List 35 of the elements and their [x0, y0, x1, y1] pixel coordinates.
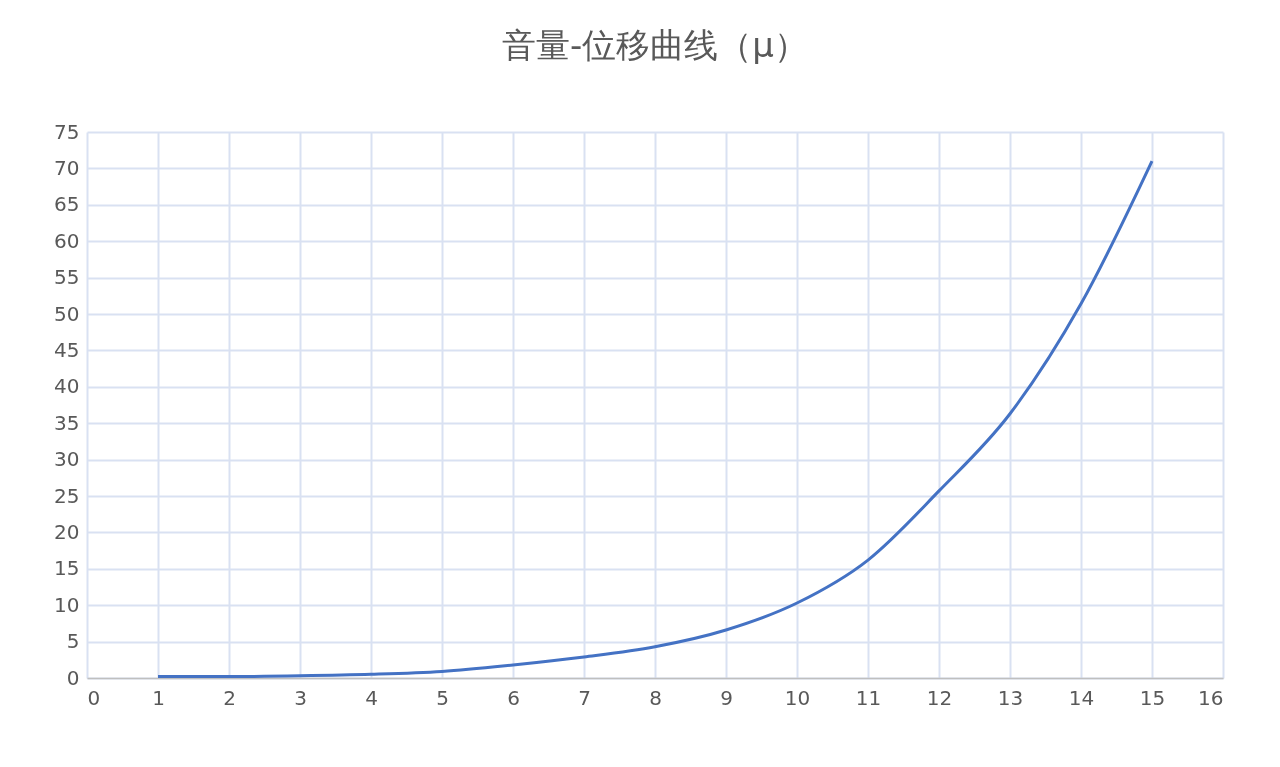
- x-tick-label: 2: [223, 685, 236, 710]
- x-tick-label: 6: [507, 685, 520, 710]
- y-tick-label: 20: [54, 519, 80, 544]
- line-series: [156, 159, 1154, 678]
- x-tick-label: 5: [436, 685, 449, 710]
- x-tick-label: 0: [87, 685, 101, 710]
- y-tick-label: 45: [54, 337, 80, 362]
- y-tick-label: 75: [54, 119, 80, 144]
- y-tick-label: 40: [54, 374, 80, 399]
- y-tick-label: 65: [54, 192, 80, 217]
- x-tick-label: 10: [784, 685, 811, 710]
- y-tick-label: 30: [54, 447, 80, 472]
- x-tick-label: 15: [1139, 685, 1166, 710]
- x-tick-label: 9: [720, 685, 733, 710]
- y-tick-label: 35: [54, 410, 80, 435]
- x-tick-label: 8: [649, 685, 662, 710]
- y-tick-label: 0: [66, 665, 80, 690]
- x-tick-label: 3: [294, 685, 307, 710]
- x-tick-label: 4: [365, 685, 378, 710]
- x-tick-label: 12: [926, 685, 953, 710]
- y-tick-label: 70: [54, 155, 80, 180]
- x-tick-label: 7: [578, 685, 591, 710]
- y-tick-label: 5: [66, 629, 80, 654]
- y-tick-label: 15: [54, 556, 80, 581]
- y-tick-label: 55: [54, 265, 80, 290]
- x-tick-label: 16: [1198, 685, 1224, 710]
- y-tick-label: 10: [54, 592, 80, 617]
- x-tick-label: 11: [855, 685, 882, 710]
- x-tick-label: 1: [152, 685, 165, 710]
- x-tick-label: 13: [997, 685, 1024, 710]
- y-tick-label: 50: [54, 301, 80, 326]
- chart-title: 音量-位移曲线（μ）: [502, 25, 808, 65]
- y-tick-label: 60: [54, 228, 80, 253]
- y-tick-label: 25: [54, 483, 80, 508]
- x-tick-label: 14: [1068, 685, 1095, 710]
